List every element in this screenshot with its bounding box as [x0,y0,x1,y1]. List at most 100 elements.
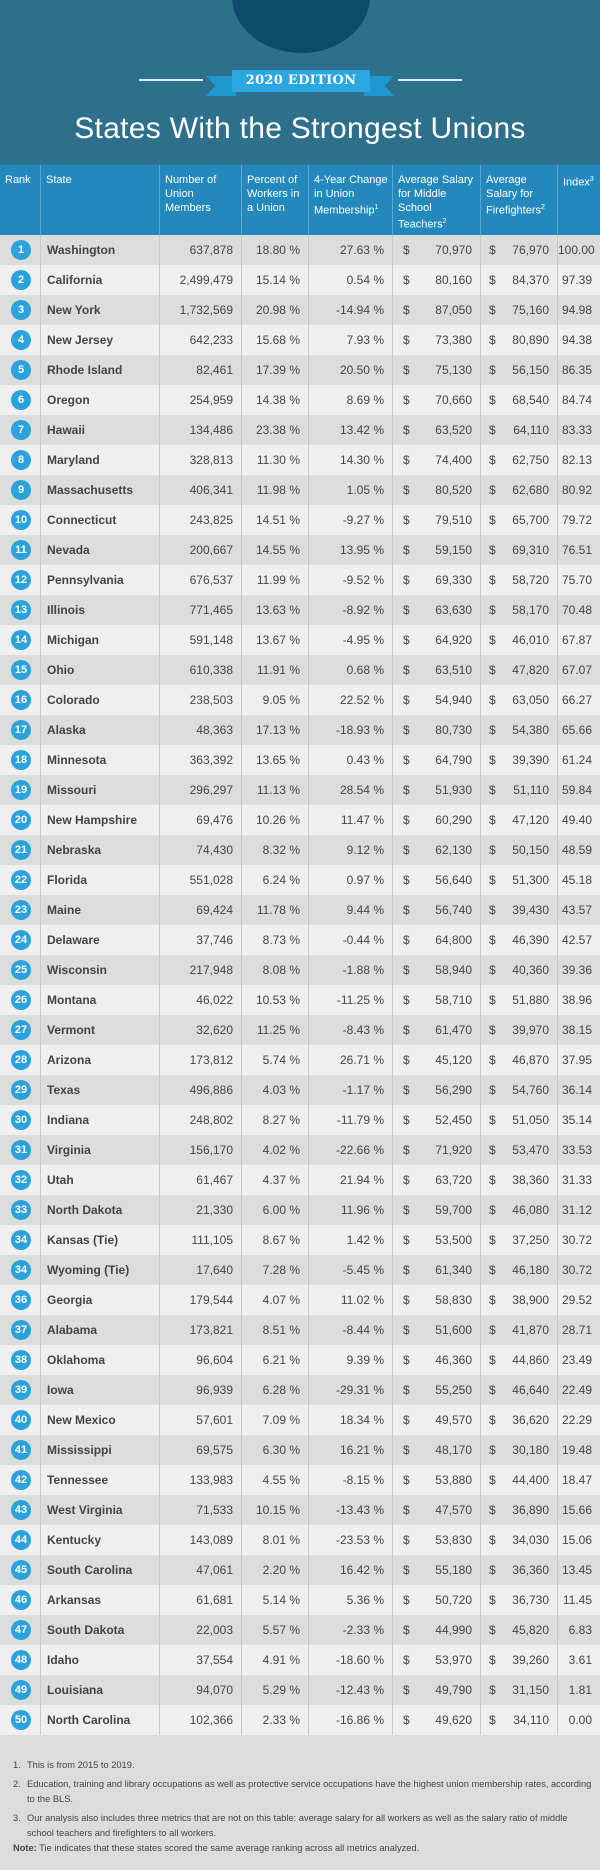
cell-percent-union: 23.38 % [241,415,308,445]
cell-index: 38.96 [557,985,600,1015]
cell-index: 67.07 [557,655,600,685]
cell-four-year-change: -16.86 % [308,1705,392,1735]
cell-index: 15.06 [557,1525,600,1555]
cell-rank: 34 [0,1225,40,1255]
rank-badge: 27 [11,1020,31,1040]
cell-percent-union: 4.02 % [241,1135,308,1165]
currency-symbol: $ [489,483,496,497]
currency-symbol: $ [489,303,496,317]
table-row: 28 Arizona 173,812 5.74 % 26.71 % $45,120 $46,… [0,1045,600,1075]
cell-percent-union: 8.51 % [241,1315,308,1345]
currency-symbol: $ [403,453,410,467]
rankings-table: 1 Washington 637,878 18.80 % 27.63 % $70,970 $… [0,235,600,1735]
cell-firefighter-salary: $39,430 [480,895,557,925]
cell-teacher-salary: $53,830 [392,1525,480,1555]
currency-symbol: $ [403,1473,410,1487]
cell-state: New York [40,295,159,325]
cell-firefighter-salary: $58,170 [480,595,557,625]
cell-four-year-change: -11.79 % [308,1105,392,1135]
cell-state: Illinois [40,595,159,625]
table-row: 17 Alaska 48,363 17.13 % -18.93 % $80,730 $54,… [0,715,600,745]
currency-symbol: $ [489,1713,496,1727]
currency-symbol: $ [489,543,496,557]
rank-badge: 39 [11,1380,31,1400]
cell-index: 83.33 [557,415,600,445]
cell-four-year-change: 0.54 % [308,265,392,295]
cell-rank: 33 [0,1195,40,1225]
cell-index: 67.87 [557,625,600,655]
currency-symbol: $ [403,963,410,977]
cell-percent-union: 8.32 % [241,835,308,865]
cell-union-members: 71,533 [159,1495,241,1525]
cell-four-year-change: -14.94 % [308,295,392,325]
rank-badge: 34 [11,1230,31,1250]
table-row: 10 Connecticut 243,825 14.51 % -9.27 % $79,51… [0,505,600,535]
cell-index: 3.61 [557,1645,600,1675]
cell-teacher-salary: $56,290 [392,1075,480,1105]
cell-index: 33.53 [557,1135,600,1165]
table-row: 38 Oklahoma 96,604 6.21 % 9.39 % $46,360 $44,8… [0,1345,600,1375]
table-row: 34 Kansas (Tie) 111,105 8.67 % 1.42 % $53,500… [0,1225,600,1255]
cell-union-members: 61,467 [159,1165,241,1195]
cell-index: 11.45 [557,1585,600,1615]
footnote: 1. This is from 2015 to 2019. [13,1760,135,1770]
cell-teacher-salary: $54,940 [392,685,480,715]
rank-badge: 37 [11,1320,31,1340]
column-header-rank: Rank [5,174,31,186]
cell-four-year-change: 14.30 % [308,445,392,475]
cell-four-year-change: 0.43 % [308,745,392,775]
page-title: States With the Strongest Unions [74,112,526,145]
cell-four-year-change: 9.12 % [308,835,392,865]
currency-symbol: $ [489,993,496,1007]
cell-four-year-change: 22.52 % [308,685,392,715]
cell-four-year-change: 9.44 % [308,895,392,925]
cell-state: New Mexico [40,1405,159,1435]
cell-rank: 26 [0,985,40,1015]
cell-four-year-change: 7.93 % [308,325,392,355]
ribbon-tail-left [206,76,236,96]
cell-rank: 43 [0,1495,40,1525]
table-row: 4 New Jersey 642,233 15.68 % 7.93 % $73,380 $8… [0,325,600,355]
currency-symbol: $ [403,1623,410,1637]
table-row: 14 Michigan 591,148 13.67 % -4.95 % $64,920 $4… [0,625,600,655]
cell-rank: 20 [0,805,40,835]
currency-symbol: $ [489,1173,496,1187]
table-row: 1 Washington 637,878 18.80 % 27.63 % $70,970 $… [0,235,600,265]
edition-label: 2020 EDITION [232,70,370,92]
cell-teacher-salary: $64,800 [392,925,480,955]
cell-four-year-change: 0.97 % [308,865,392,895]
cell-teacher-salary: $49,620 [392,1705,480,1735]
footnote: 2. Education, training and library occupa… [13,1779,592,1804]
currency-symbol: $ [403,1533,410,1547]
currency-symbol: $ [489,1443,496,1457]
cell-firefighter-salary: $39,970 [480,1015,557,1045]
cell-four-year-change: -1.88 % [308,955,392,985]
cell-index: 30.72 [557,1225,600,1255]
cell-four-year-change: -22.66 % [308,1135,392,1165]
currency-symbol: $ [403,903,410,917]
table-row: 49 Louisiana 94,070 5.29 % -12.43 % $49,790 $3… [0,1675,600,1705]
cell-index: 0.00 [557,1705,600,1735]
cell-teacher-salary: $62,130 [392,835,480,865]
rank-badge: 26 [11,990,31,1010]
cell-state: Rhode Island [40,355,159,385]
divider [398,79,462,81]
cell-four-year-change: -12.43 % [308,1675,392,1705]
rank-badge: 15 [11,660,31,680]
rank-badge: 18 [11,750,31,770]
cell-teacher-salary: $45,120 [392,1045,480,1075]
cell-percent-union: 8.08 % [241,955,308,985]
cell-state: Pennsylvania [40,565,159,595]
cell-rank: 9 [0,475,40,505]
currency-symbol: $ [489,1353,496,1367]
cell-firefighter-salary: $51,110 [480,775,557,805]
table-row: 5 Rhode Island 82,461 17.39 % 20.50 % $75,130… [0,355,600,385]
currency-symbol: $ [489,633,496,647]
cell-firefighter-salary: $51,300 [480,865,557,895]
cell-rank: 45 [0,1555,40,1585]
table-row: 36 Georgia 179,544 4.07 % 11.02 % $58,830 $38,… [0,1285,600,1315]
cell-state: Minnesota [40,745,159,775]
cell-teacher-salary: $59,150 [392,535,480,565]
rank-badge: 17 [11,720,31,740]
cell-firefighter-salary: $62,680 [480,475,557,505]
